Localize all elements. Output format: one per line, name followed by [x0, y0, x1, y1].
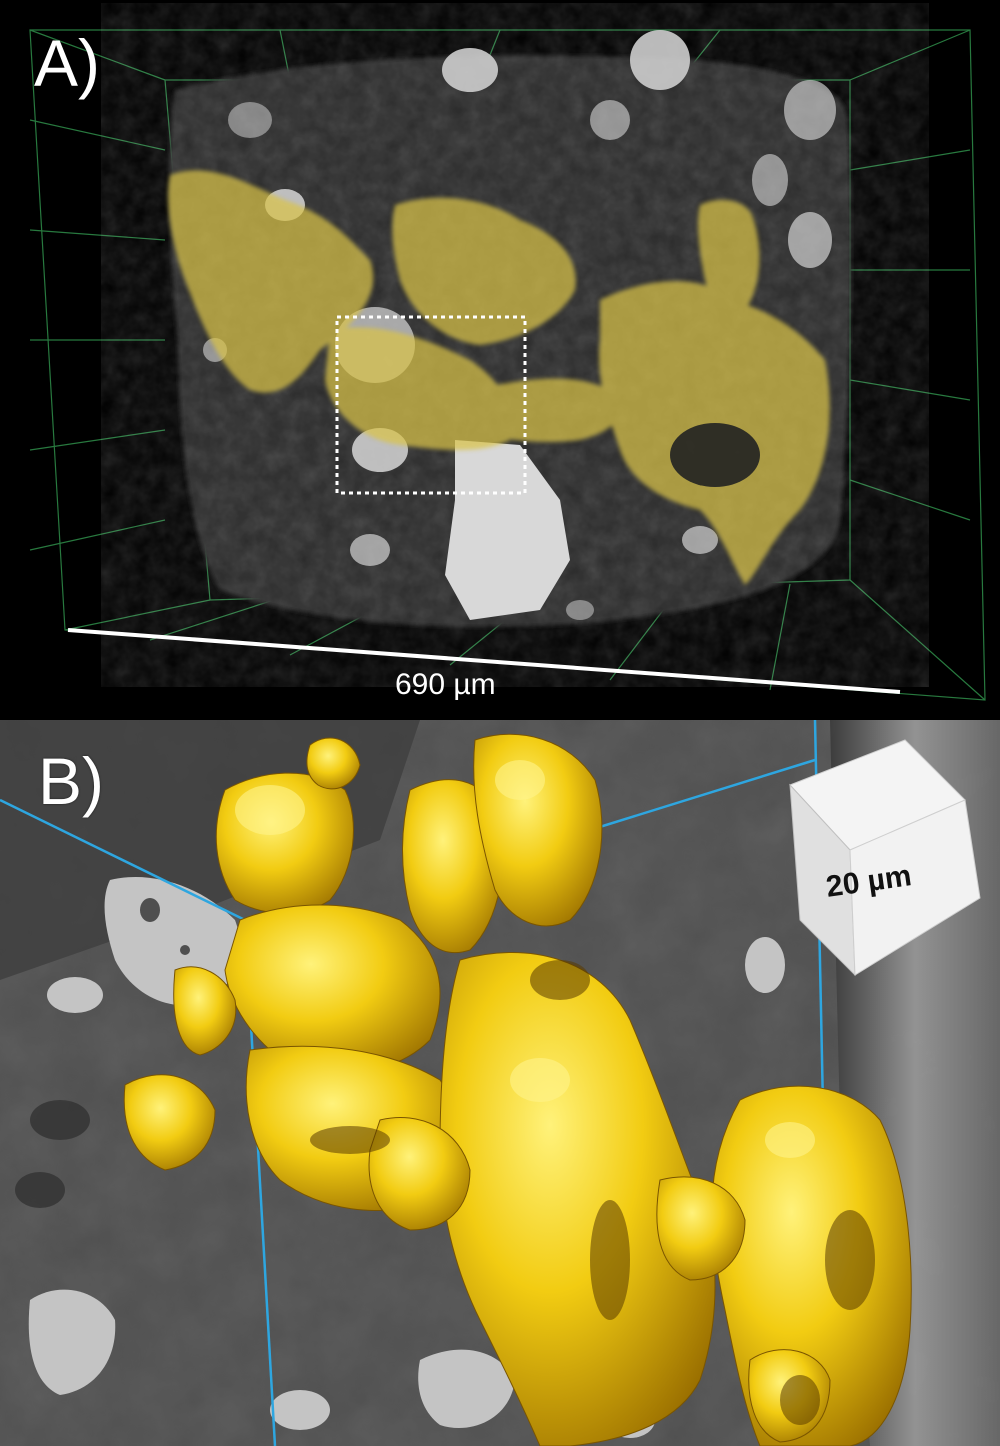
- panel-label-a: A): [34, 26, 100, 100]
- panel-b: B) 20 µm: [0, 720, 1000, 1446]
- bright-grains: [203, 30, 836, 620]
- inset-box: [335, 315, 527, 495]
- panel-label-b: B): [38, 744, 104, 818]
- central-crystal: [445, 440, 570, 620]
- scale-bar-label: 690 µm: [395, 668, 496, 701]
- scale-bar: [67, 628, 901, 694]
- scale-cube: [789, 739, 981, 977]
- panel-a: A) 690 µm: [0, 0, 1000, 720]
- panel-a-image: [29, 29, 986, 701]
- panel-b-image: [0, 720, 1000, 1446]
